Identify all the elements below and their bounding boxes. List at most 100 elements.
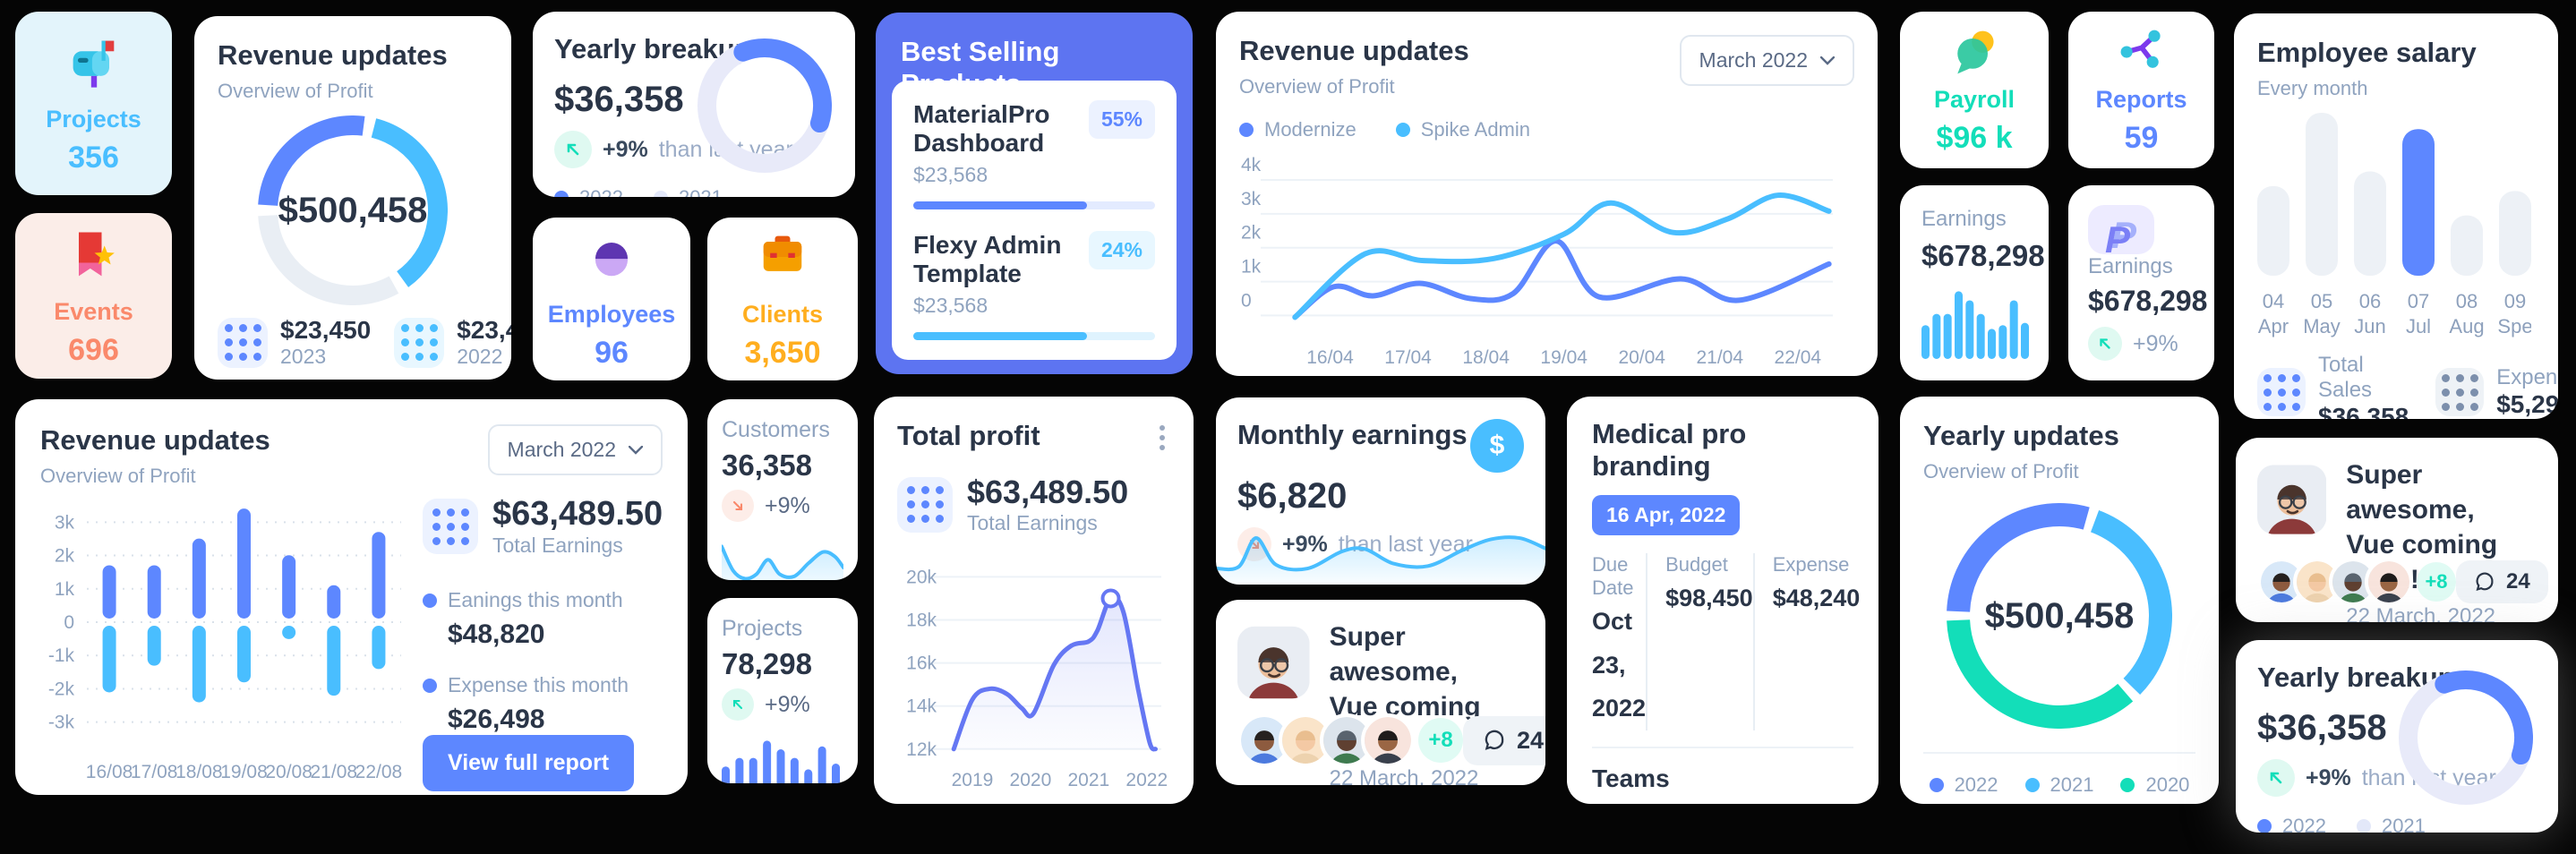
stat-value: $36,358 [2318, 403, 2409, 419]
stat-2022: $23,4502022 [394, 316, 511, 369]
avatar [1361, 713, 1415, 767]
svg-text:2021: 2021 [1067, 770, 1109, 790]
tile-events-value: 696 [68, 332, 119, 367]
tile-payroll-value: $96 k [1936, 120, 2013, 155]
card-announcement-2: Super awesome,Vue coming soon! 22 March,… [2236, 438, 2558, 622]
dollar-icon: $ [1470, 419, 1524, 473]
svg-text:08: 08 [2456, 290, 2478, 312]
legend-2021: 2021 [653, 186, 723, 197]
legend-2020: 2020 [2120, 773, 2189, 797]
avatar [2329, 558, 2377, 606]
svg-text:14k: 14k [906, 696, 937, 717]
field-label: Budget [1665, 553, 1728, 576]
kebab-menu-icon[interactable] [1154, 420, 1170, 456]
view-full-report-button[interactable]: View full report [423, 735, 635, 791]
stat-value: $5,296 [2496, 390, 2558, 418]
donut-center-value: $500,458 [1984, 595, 2135, 636]
svg-text:-3k: -3k [48, 713, 75, 733]
svg-text:17/04: 17/04 [1384, 347, 1432, 368]
earnings-value: $678,298 [2088, 285, 2208, 317]
svg-text:21/08: 21/08 [311, 762, 358, 782]
month-dropdown[interactable]: March 2022 [1679, 35, 1854, 86]
stat-label: Expenses [2496, 365, 2558, 389]
tile-clients[interactable]: Clients 3,650 [707, 218, 858, 380]
delta-row: +9% [722, 688, 843, 721]
product-pct-badge: 55% [1088, 100, 1155, 139]
legend-spike-admin: Spike Admin [1395, 118, 1530, 141]
card-subtitle: Overview of Profit [40, 465, 196, 487]
earnings-this-month: Eanings this month $48,820 [423, 588, 663, 650]
tile-projects[interactable]: Projects 356 [15, 12, 172, 195]
projects-label: Projects [722, 616, 803, 641]
stat-total-sales: Total Sales $36,358 [2257, 353, 2409, 419]
revenue-line-chart: 4k 3k 2k 1k 0 16/04 17/04 18/04 19/04 20/04 21/04 2… [1239, 155, 1854, 369]
more-avatars-badge: +8 [1418, 718, 1463, 763]
arrow-up-icon [2088, 327, 2122, 361]
delta-value: +9% [1282, 531, 1328, 557]
chevron-down-icon [629, 445, 643, 455]
card-subtitle: Every month [2257, 77, 2368, 99]
card-title: Yearly updates [1923, 420, 2119, 451]
tile-reports[interactable]: Reports 59 [2068, 12, 2214, 168]
stat-year: 2023 [280, 345, 327, 368]
card-title: Total profit [897, 420, 1040, 451]
tile-payroll[interactable]: Payroll $96 k [1900, 12, 2049, 168]
announcement-date: 22 March, 2022 [1329, 766, 1479, 785]
avatar [2365, 558, 2413, 606]
comments-pill[interactable]: 24 [2456, 560, 2548, 603]
delta-row: +9% [2088, 327, 2195, 361]
avatar [1237, 713, 1291, 767]
expense-this-month: Expense this month $26,498 [423, 673, 663, 735]
field-label: Due Date [1592, 553, 1634, 599]
svg-text:18k: 18k [906, 611, 937, 631]
revenue-dual-bar-chart: 3k 2k 1k 0 -1k -2k -3k 16/08 17/08 18/08 19/08 20/0… [40, 495, 405, 783]
card-title: Revenue updates [40, 424, 270, 456]
field-value: Oct 23, 2022 [1592, 608, 1647, 722]
monthly-earnings-value: $6,820 [1237, 476, 1348, 516]
month-dropdown[interactable]: March 2022 [487, 424, 663, 475]
delta-row: +9% [722, 490, 843, 522]
svg-text:2k: 2k [1241, 223, 1262, 243]
arrow-down-icon [722, 490, 754, 522]
product-name: MaterialPro Dashboard [913, 100, 1050, 157]
svg-text:19/08: 19/08 [220, 762, 268, 782]
yearly-breakup-ring [697, 38, 832, 173]
card-monthly-earnings: Monthly earnings $ $6,820 +9% than last … [1216, 397, 1545, 585]
svg-text:0: 0 [64, 612, 74, 633]
product-price: $23,568 [913, 163, 988, 186]
tile-employees[interactable]: Employees 96 [533, 218, 690, 380]
svg-text:2019: 2019 [952, 770, 994, 790]
yearly-breakup-value: $36,358 [2257, 708, 2387, 747]
svg-text:2020: 2020 [1010, 770, 1052, 790]
card-medical-branding: Medical pro branding 16 Apr, 2022 Due Da… [1567, 397, 1879, 804]
svg-text:0: 0 [1241, 290, 1252, 311]
product-row: Flexy Admin Template $23,568 24% [913, 231, 1155, 318]
comments-pill[interactable]: 24 [1463, 715, 1545, 765]
svg-text:4k: 4k [1241, 156, 1262, 175]
projects-mini-bar-chart [722, 731, 840, 783]
grid-icon [897, 476, 953, 533]
legend-dot [1239, 123, 1254, 137]
svg-text:16k: 16k [906, 653, 937, 674]
tile-events-label: Events [54, 297, 133, 325]
tile-payroll-label: Payroll [1933, 85, 2015, 113]
avatar [2257, 457, 2327, 542]
legend-2022: 2022 [1929, 773, 1998, 797]
grid-icon [2435, 368, 2485, 416]
svg-text:-2k: -2k [48, 679, 75, 699]
teams-heading: Teams [1592, 764, 1670, 792]
tile-events[interactable]: Events 696 [15, 213, 172, 379]
svg-text:Aug: Aug [2449, 315, 2484, 337]
stat-year: 2022 [457, 345, 503, 368]
svg-text:1k: 1k [1241, 257, 1262, 278]
mailbox-icon [64, 32, 124, 93]
total-profit-label: Total Earnings [967, 511, 1098, 534]
svg-text:20k: 20k [906, 567, 937, 587]
svg-text:04: 04 [2263, 290, 2284, 312]
delta-value: +9% [2306, 764, 2351, 790]
legend-dot [554, 191, 569, 197]
payroll-chat-icon [1947, 25, 2001, 79]
progress-bar [913, 201, 1155, 209]
card-subtitle: Overview of Profit [218, 80, 373, 102]
